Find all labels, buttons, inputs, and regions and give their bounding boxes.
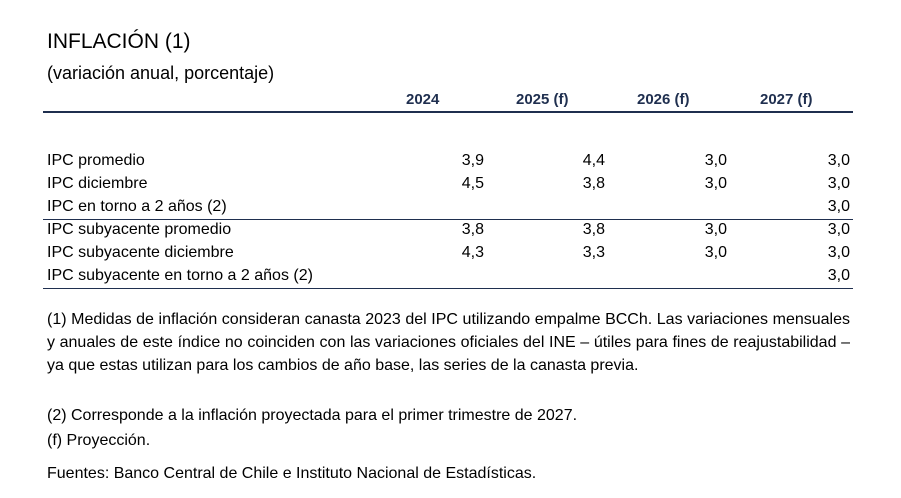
table-row: IPC subyacente promedio 3,8 3,8 3,0 3,0 (43, 219, 853, 242)
column-header-2026: 2026 (f) (637, 91, 690, 108)
cell-value: 3,8 (582, 175, 605, 192)
cell-value: 4,3 (461, 244, 484, 261)
cell-value: 3,0 (704, 244, 727, 261)
row-label: IPC en torno a 2 años (2) (47, 198, 227, 215)
row-label: IPC subyacente en torno a 2 años (2) (47, 267, 313, 284)
sources-note: Fuentes: Banco Central de Chile e Instit… (47, 465, 537, 482)
row-label: IPC subyacente diciembre (47, 244, 234, 261)
row-label: IPC subyacente promedio (47, 221, 232, 238)
table-row: IPC diciembre 4,5 3,8 3,0 3,0 (43, 173, 853, 196)
table-title: INFLACIÓN (1) (47, 30, 191, 53)
row-label: IPC diciembre (47, 175, 148, 192)
cell-value: 3,0 (827, 244, 850, 261)
cell-value: 3,8 (461, 221, 484, 238)
cell-value: 3,0 (704, 221, 727, 238)
cell-value: 3,0 (704, 175, 727, 192)
cell-value: 3,9 (461, 152, 484, 169)
cell-value: 3,3 (582, 244, 605, 261)
table-header: 2024 2025 (f) 2026 (f) 2027 (f) (43, 91, 853, 113)
cell-value: 4,5 (461, 175, 484, 192)
table-row: IPC en torno a 2 años (2) 3,0 (43, 196, 853, 220)
footnote-1: (1) Medidas de inflación consideran cana… (47, 311, 850, 374)
cell-value: 3,0 (827, 152, 850, 169)
table-row: IPC promedio 3,9 4,4 3,0 3,0 (43, 150, 853, 173)
cell-value: 3,0 (827, 198, 850, 215)
table-row: IPC subyacente diciembre 4,3 3,3 3,0 3,0 (43, 242, 853, 265)
cell-value: 3,0 (827, 175, 850, 192)
cell-value: 3,0 (827, 221, 850, 238)
column-header-2027: 2027 (f) (760, 91, 813, 108)
cell-value: 4,4 (582, 152, 605, 169)
row-label: IPC promedio (47, 152, 145, 169)
cell-value: 3,8 (582, 221, 605, 238)
column-header-2025: 2025 (f) (516, 91, 569, 108)
table-row: IPC subyacente en torno a 2 años (2) 3,0 (43, 265, 853, 289)
column-header-2024: 2024 (406, 91, 440, 108)
cell-value: 3,0 (704, 152, 727, 169)
footnote-2: (2) Corresponde a la inflación proyectad… (47, 407, 578, 424)
table-subtitle: (variación anual, porcentaje) (47, 63, 275, 83)
footnote-projection: (f) Proyección. (47, 432, 151, 449)
cell-value: 3,0 (827, 267, 850, 284)
